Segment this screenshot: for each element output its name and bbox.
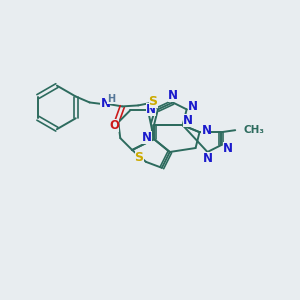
- Text: O: O: [110, 119, 119, 132]
- Text: N: N: [202, 152, 212, 165]
- Text: CH₃: CH₃: [243, 125, 264, 135]
- Text: N: N: [223, 142, 233, 154]
- Text: S: S: [135, 152, 144, 164]
- Text: N: N: [188, 100, 198, 113]
- Text: H: H: [107, 94, 116, 104]
- Text: S: S: [148, 95, 158, 108]
- Text: N: N: [146, 103, 156, 116]
- Text: N: N: [168, 89, 178, 102]
- Text: N: N: [142, 130, 152, 144]
- Text: N: N: [202, 124, 212, 137]
- Text: N: N: [100, 97, 110, 110]
- Text: N: N: [183, 114, 193, 127]
